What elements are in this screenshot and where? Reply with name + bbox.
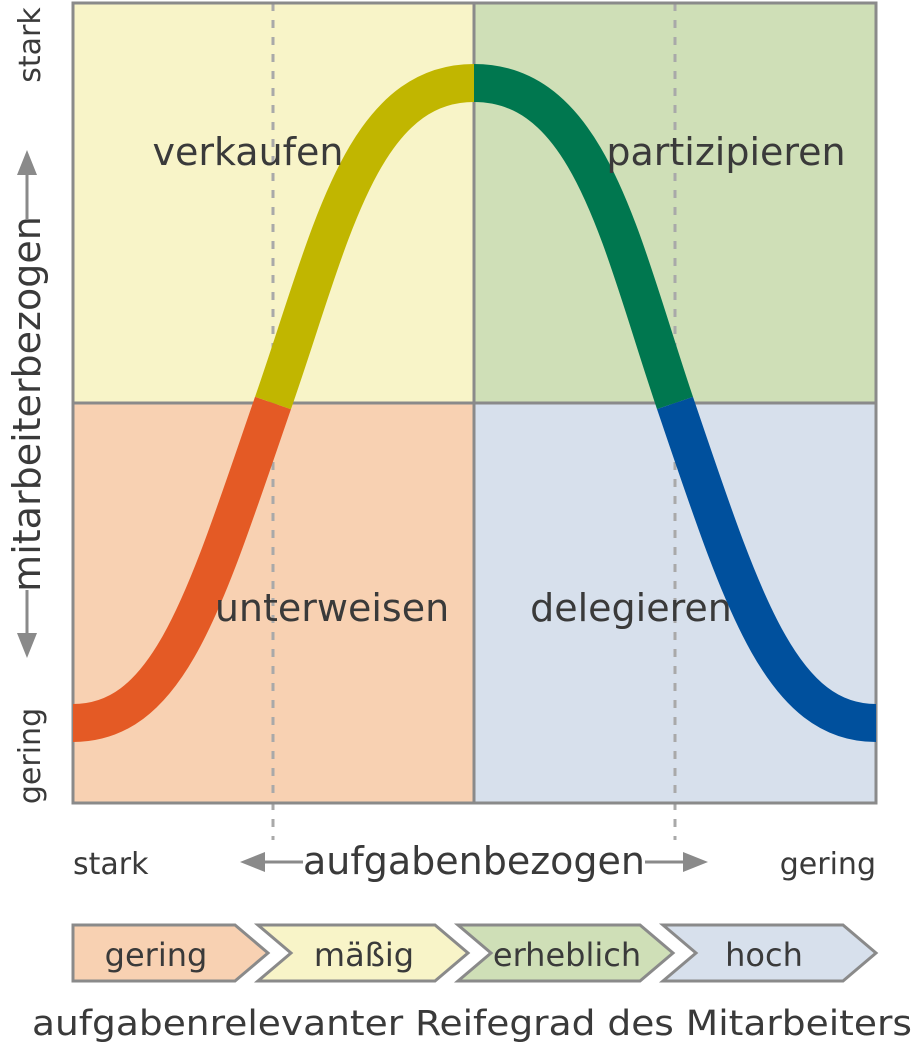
- curve-segment-s2: [255, 64, 475, 410]
- x-axis-title: aufgabenbezogen: [303, 839, 645, 883]
- quadrant-label-delegieren: delegieren: [530, 586, 732, 630]
- maturity-level-erheblich-label: erheblich: [493, 936, 641, 974]
- x-axis-right-arrow-icon: [645, 852, 708, 872]
- maturity-level-maessig-label: mäßig: [314, 936, 414, 974]
- y-axis-down-arrow-icon: [17, 590, 37, 658]
- curve-segment-s3: [473, 64, 694, 410]
- maturity-level-gering: [71, 923, 271, 983]
- leadership-curve: [72, 64, 877, 742]
- maturity-scale: [71, 923, 879, 983]
- y-axis-bottom-label: gering: [13, 708, 48, 804]
- maturity-level-gering-label: gering: [105, 936, 208, 974]
- maturity-level-maessig: [253, 923, 471, 983]
- maturity-level-hoch-label: hoch: [725, 936, 803, 974]
- x-axis-left-label: stark: [73, 847, 149, 882]
- quadrant-label-verkaufen: verkaufen: [152, 130, 343, 174]
- y-axis-title: mitarbeiterbezogen: [5, 216, 49, 592]
- quadrant-top-left: [73, 3, 474, 403]
- y-axis-up-arrow-icon: [17, 150, 37, 220]
- x-axis-left-arrow-icon: [240, 852, 303, 872]
- quadrant-top-right: [474, 3, 876, 403]
- maturity-level-erheblich: [453, 923, 676, 983]
- curve-segment-s1: [72, 396, 291, 742]
- maturity-scale-caption: aufgabenrelevanter Reifegrad des Mitarbe…: [32, 1004, 912, 1044]
- quadrant-label-unterweisen: unterweisen: [215, 586, 449, 630]
- quadrant-label-partizipieren: partizipieren: [606, 130, 845, 174]
- quadrant-grid: [71, 1, 878, 805]
- curve-segment-s4: [657, 396, 877, 742]
- maturity-level-hoch: [658, 923, 879, 983]
- y-axis-top-label: stark: [13, 7, 48, 83]
- x-axis-right-label: gering: [780, 847, 876, 882]
